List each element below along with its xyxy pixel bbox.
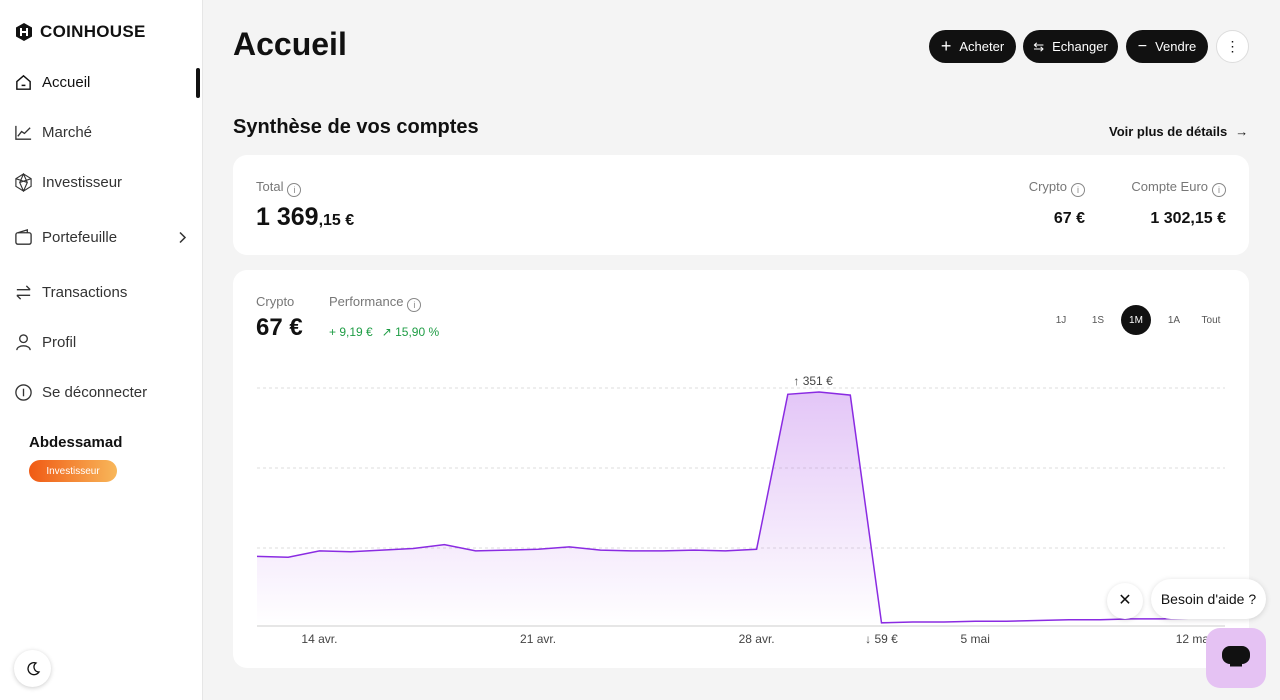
nav-label: Portefeuille (42, 229, 118, 246)
gain: + 9,19 € (329, 325, 373, 339)
icon (15, 229, 32, 245)
sidebar: COINHOUSE Accueil Marché Investisseur Po… (0, 0, 203, 700)
total-value: 1 369,15 € (256, 203, 354, 232)
section-title: Synthèse de vos comptes (233, 116, 479, 138)
button-label: Echanger (1052, 39, 1108, 54)
nav-item[interactable]: Transactions (14, 283, 127, 302)
icon (15, 384, 32, 401)
label: Performance (329, 294, 404, 309)
period-button[interactable]: 1M (1121, 305, 1151, 335)
label: Compte Euro (1131, 179, 1208, 194)
total-integer: 1 369 (256, 203, 319, 231)
help-bubble[interactable]: Besoin d'aide ? (1151, 579, 1266, 619)
details-link[interactable]: Voir plus de détails → (1109, 124, 1249, 139)
active-indicator (196, 68, 200, 98)
brand[interactable]: COINHOUSE (14, 22, 146, 42)
page-title: Accueil (233, 26, 347, 62)
label: Crypto (1028, 179, 1067, 194)
gain-percent: 15,90 % (395, 325, 440, 339)
icon (16, 285, 31, 300)
nav-label: Accueil (42, 74, 91, 91)
nav-label: Marché (42, 124, 93, 141)
period-button[interactable]: 1J (1055, 314, 1067, 326)
chat-button[interactable] (1206, 628, 1266, 688)
chart: 14 avr. 21 avr. 28 avr. 5 mai 12 mai ↑ 351 € ↓… (256, 374, 1225, 646)
period-button[interactable]: Tout (1201, 314, 1221, 326)
min-annotation: ↓ 59 € (865, 632, 898, 646)
max-annotation: ↑ 351 € (793, 374, 833, 388)
euro-value: 1 302,15 € (1150, 210, 1226, 227)
nav-item[interactable]: Investisseur (14, 173, 122, 192)
nav-item[interactable]: Portefeuille (14, 228, 189, 247)
total-decimals: ,15 € (318, 212, 355, 229)
x-tick-label: 21 avr. (520, 632, 556, 646)
link-label: Voir plus de détails (1109, 124, 1228, 139)
summary-card: Total i 1 369,15 € Crypto i 67 € Compte Eu… (233, 155, 1249, 255)
period-button[interactable]: 1A (1167, 314, 1181, 326)
nav-item[interactable]: Se déconnecter (14, 383, 147, 402)
performance-values: + 9,19 € ↗ 15,90 % (329, 325, 440, 339)
crypto-value: 67 € (1053, 210, 1085, 227)
euro-label: Compte Euro i (1131, 179, 1226, 197)
nav-item[interactable]: Profil (14, 333, 76, 352)
period-button[interactable]: 1S (1091, 314, 1105, 326)
x-tick-label: 28 avr. (739, 632, 775, 646)
chevron (179, 231, 187, 244)
brand-name: COINHOUSE (40, 22, 146, 41)
performance-card: Crypto 67 € Performance i + 9,19 € ↗ 15,90… (233, 270, 1249, 668)
more-button[interactable]: ⋮ (1216, 30, 1249, 63)
moon-icon (26, 661, 40, 675)
nav-label: Profil (42, 334, 77, 351)
crypto-value: 67 € (256, 314, 303, 341)
theme-toggle[interactable] (14, 650, 51, 687)
chat-icon (1222, 646, 1250, 667)
nav-label: Se déconnecter (42, 384, 148, 401)
icon (15, 125, 32, 140)
line (256, 391, 1225, 624)
nav-item[interactable]: Accueil (14, 73, 90, 92)
buy-button[interactable]: + Acheter (929, 30, 1016, 63)
sell-button[interactable]: − Vendre (1126, 30, 1208, 63)
total-label: Total i (256, 179, 302, 197)
logo (16, 23, 32, 41)
label: Total (256, 179, 284, 194)
button-label: Acheter (959, 39, 1005, 54)
icon (16, 334, 31, 351)
x-tick-label: 5 mai (961, 632, 990, 646)
x-tick-label: 12 mai (1176, 632, 1212, 646)
exchange-button[interactable]: ⇆ Echanger (1023, 30, 1118, 63)
close-help[interactable]: ✕ (1107, 583, 1143, 619)
crypto-label: Crypto i (1029, 179, 1085, 197)
nav-label: Transactions (42, 284, 128, 301)
crypto-label: Crypto (256, 294, 295, 309)
user-badge: Investisseur (29, 460, 117, 482)
icon (15, 173, 32, 192)
nav-label: Investisseur (42, 174, 123, 191)
area (257, 392, 1225, 626)
nav-item[interactable]: Marché (14, 123, 92, 142)
user-name: Abdessamad (29, 434, 123, 451)
button-label: Vendre (1155, 39, 1197, 54)
icon (16, 74, 31, 90)
performance-label: Performance i (329, 294, 422, 312)
x-tick-label: 14 avr. (301, 632, 337, 646)
